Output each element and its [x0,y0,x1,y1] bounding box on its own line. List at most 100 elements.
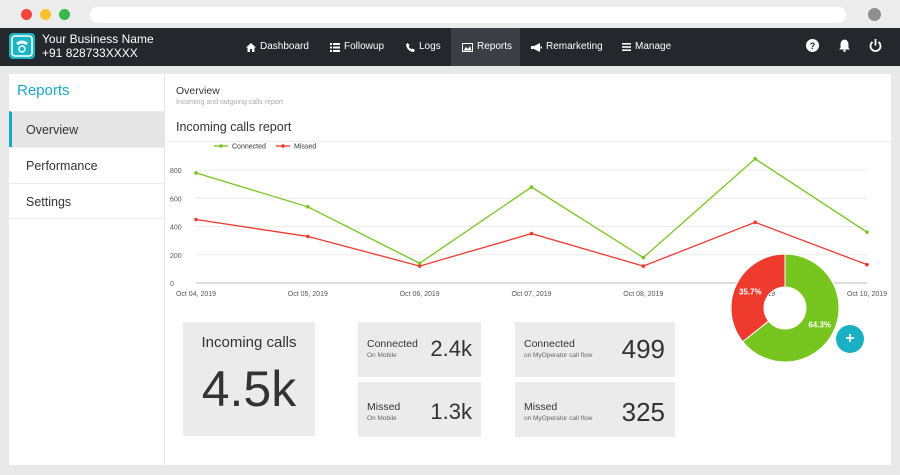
close-window-button[interactable] [21,9,32,20]
y-tick-label: 400 [170,225,182,232]
minimize-window-button[interactable] [40,9,51,20]
chart-image-icon [462,42,473,52]
missed-flow-card: Missed on MyOperator call flow 325 [515,382,675,437]
menu-icon [622,43,631,51]
main-panel: Reports Overview Performance Settings Ov… [9,74,891,465]
nav-followup-label: Followup [344,41,385,52]
card-value: 499 [621,334,665,364]
legend-marker [281,144,285,148]
legend-label: Missed [294,144,316,151]
card-label: Connected [524,338,575,350]
browser-menu-button[interactable] [868,8,881,21]
logout-button[interactable] [869,39,882,57]
legend-label: Connected [232,144,266,151]
x-tick-label: Oct 07, 2019 [511,291,551,298]
x-tick-label: Oct 08, 2019 [623,291,663,298]
nav-followup[interactable]: Followup [330,28,384,66]
sidebar-item-settings[interactable]: Settings [9,183,165,219]
data-point-missed [417,264,422,268]
phone-logo-icon [11,35,33,57]
x-tick-label: Oct 10, 2019 [847,291,887,298]
data-point-missed [865,262,869,267]
data-point-connected [306,205,310,209]
calls-donut-chart: 64.3% 35.7% [731,254,839,362]
nav-manage-label: Manage [635,41,672,52]
data-point-missed [306,234,310,239]
connected-mobile-card: Connected On Mobile 2.4k [358,322,481,377]
card-value: 2.4k [430,336,472,361]
incoming-calls-label: Incoming calls [201,334,297,351]
nav-logs-label: Logs [419,41,441,52]
nav-manage[interactable]: Manage [622,28,671,66]
report-title: Incoming calls report [176,120,292,134]
sidebar-item-overview[interactable]: Overview [9,111,165,147]
card-label: Connected [367,338,418,350]
incoming-calls-line-chart: 0 200 400 600 800 Oct 04, 2019 Oct 05, 2019 Oct… [170,144,887,299]
card-label: Missed [367,401,401,413]
reports-sidebar: Reports Overview Performance Settings [9,74,165,465]
nav-dashboard[interactable]: Dashboard [246,28,309,66]
bell-icon [839,39,850,52]
divider [166,141,891,142]
page-title: Overview [176,85,220,97]
browser-chrome [0,0,900,30]
series-line-connected [195,158,868,264]
nav-reports[interactable]: Reports [451,28,520,66]
nav-remarketing[interactable]: Remarketing [531,28,603,66]
plus-icon: + [845,330,855,347]
donut-slice [742,254,839,362]
data-point-connected [194,171,198,175]
sidebar-item-label: Performance [26,159,98,173]
address-bar[interactable] [90,7,846,23]
phone-icon [406,42,415,52]
svg-text:?: ? [810,41,816,51]
maximize-window-button[interactable] [59,9,70,20]
card-sublabel: on MyOperator call flow [524,352,593,359]
card-sublabel: On Mobile [367,352,397,359]
connected-flow-card: Connected on MyOperator call flow 499 [515,322,675,377]
add-fab-button[interactable]: + [836,325,864,353]
incoming-calls-card: Incoming calls 4.5k [183,322,315,436]
x-tick-label: Oct 05, 2019 [288,291,328,298]
data-point-connected [417,261,422,266]
y-tick-label: 200 [170,253,182,260]
card-sublabel: on MyOperator call flow [524,415,593,422]
page-subtitle: Incoming and outgoing calls report [176,99,284,106]
x-tick-label: Oct 06, 2019 [400,291,440,298]
megaphone-icon [531,42,542,52]
donut-slice-label: 35.7% [739,287,762,296]
incoming-calls-value: 4.5k [201,361,297,417]
donut-slice-label: 64.3% [808,321,831,330]
data-point-missed [194,217,198,222]
y-tick-label: 800 [170,168,182,175]
data-point-connected [753,157,757,161]
legend-marker [219,144,223,148]
nav-logs[interactable]: Logs [406,28,441,66]
card-label: Missed [524,401,558,413]
data-point-missed [529,231,534,236]
data-point-missed [753,220,757,225]
card-sublabel: On Mobile [367,415,397,422]
home-icon [246,42,256,52]
sidebar-item-label: Settings [26,195,72,209]
sidebar-item-performance[interactable]: Performance [9,147,165,183]
data-point-connected [641,255,646,260]
power-icon [869,39,882,52]
data-point-connected [529,185,534,189]
top-navbar: Your Business Name +91 828733XXXX Dashbo… [0,28,900,66]
business-info: Your Business Name +91 828733XXXX [42,32,154,60]
donut-slice [731,254,786,343]
sidebar-item-label: Overview [26,123,79,137]
nav-reports-label: Reports [477,41,513,52]
nav-dashboard-label: Dashboard [260,41,309,52]
card-value: 325 [621,397,665,427]
x-tick-label: Oct 04, 2019 [176,291,216,298]
notifications-button[interactable] [838,39,851,57]
list-icon [330,42,340,52]
missed-mobile-card: Missed On Mobile 1.3k [358,382,481,437]
sidebar-title: Reports [17,82,70,99]
company-logo[interactable] [9,33,35,59]
help-icon: ? [806,39,819,52]
help-button[interactable]: ? [806,39,819,57]
business-name: Your Business Name [42,32,154,46]
